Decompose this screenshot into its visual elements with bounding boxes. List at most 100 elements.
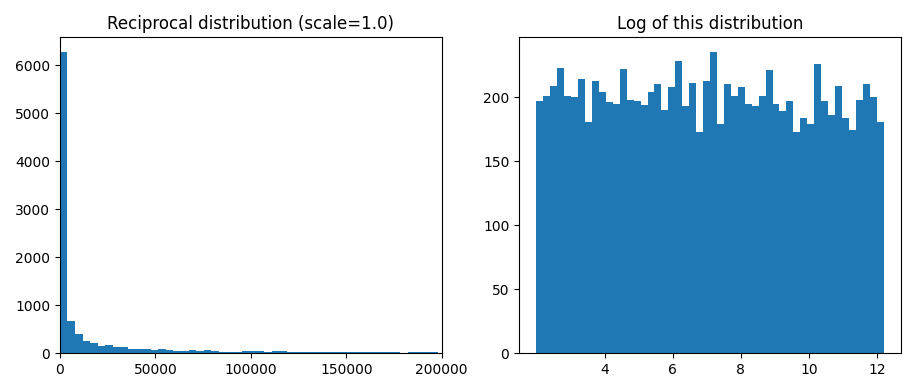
Bar: [196, 351, 203, 353]
Bar: [543, 96, 551, 353]
Bar: [212, 351, 219, 353]
Bar: [703, 80, 710, 353]
Bar: [634, 101, 640, 353]
Bar: [143, 349, 151, 353]
Bar: [82, 341, 90, 353]
Bar: [731, 96, 737, 353]
Bar: [279, 352, 287, 353]
Bar: [90, 343, 98, 353]
Bar: [717, 124, 724, 353]
Bar: [793, 132, 801, 353]
Bar: [640, 105, 648, 353]
Bar: [249, 351, 256, 353]
Bar: [682, 106, 689, 353]
Bar: [325, 352, 333, 353]
Bar: [98, 346, 105, 353]
Bar: [551, 86, 557, 353]
Bar: [151, 350, 158, 353]
Bar: [842, 118, 849, 353]
Bar: [377, 352, 386, 353]
Bar: [877, 122, 884, 353]
Bar: [272, 351, 279, 353]
Bar: [780, 111, 787, 353]
Bar: [60, 53, 68, 353]
Bar: [648, 92, 655, 353]
Bar: [821, 101, 828, 353]
Bar: [592, 80, 599, 353]
Bar: [234, 352, 242, 353]
Bar: [689, 83, 696, 353]
Bar: [393, 352, 400, 353]
Bar: [355, 352, 363, 353]
Title: Reciprocal distribution (scale=1.0): Reciprocal distribution (scale=1.0): [107, 15, 394, 33]
Bar: [105, 345, 113, 353]
Bar: [557, 68, 564, 353]
Bar: [256, 351, 264, 353]
Bar: [675, 61, 682, 353]
Bar: [870, 97, 877, 353]
Bar: [572, 97, 578, 353]
Title: Log of this distribution: Log of this distribution: [616, 15, 803, 33]
Bar: [585, 122, 592, 353]
Bar: [408, 352, 416, 353]
Bar: [772, 103, 780, 353]
Bar: [400, 352, 408, 353]
Bar: [158, 349, 166, 353]
Bar: [333, 352, 340, 353]
Bar: [605, 102, 613, 353]
Bar: [710, 53, 717, 353]
Bar: [423, 352, 431, 353]
Bar: [724, 84, 731, 353]
Bar: [752, 106, 758, 353]
Bar: [295, 352, 302, 353]
Bar: [416, 352, 423, 353]
Bar: [620, 69, 627, 353]
Bar: [537, 101, 543, 353]
Bar: [75, 334, 82, 353]
Bar: [310, 352, 317, 353]
Bar: [189, 350, 196, 353]
Bar: [128, 349, 136, 353]
Bar: [696, 132, 703, 353]
Bar: [386, 352, 393, 353]
Bar: [340, 352, 347, 353]
Bar: [787, 101, 793, 353]
Bar: [801, 118, 807, 353]
Bar: [113, 347, 120, 353]
Bar: [136, 349, 143, 353]
Bar: [287, 352, 295, 353]
Bar: [737, 87, 745, 353]
Bar: [669, 87, 675, 353]
Bar: [120, 347, 128, 353]
Bar: [599, 92, 605, 353]
Bar: [264, 352, 272, 353]
Bar: [242, 351, 249, 353]
Bar: [814, 64, 821, 353]
Bar: [219, 352, 226, 353]
Bar: [627, 100, 634, 353]
Bar: [363, 352, 370, 353]
Bar: [766, 70, 772, 353]
Bar: [655, 84, 661, 353]
Bar: [758, 96, 766, 353]
Bar: [863, 84, 870, 353]
Bar: [431, 352, 439, 353]
Bar: [173, 351, 181, 353]
Bar: [203, 350, 212, 353]
Bar: [226, 352, 234, 353]
Bar: [835, 86, 842, 353]
Bar: [370, 352, 377, 353]
Bar: [856, 100, 863, 353]
Bar: [347, 352, 355, 353]
Bar: [68, 321, 75, 353]
Bar: [849, 131, 856, 353]
Bar: [807, 124, 814, 353]
Bar: [828, 115, 835, 353]
Bar: [302, 352, 310, 353]
Bar: [181, 350, 189, 353]
Bar: [613, 103, 620, 353]
Bar: [661, 110, 669, 353]
Bar: [578, 79, 585, 353]
Bar: [317, 352, 325, 353]
Bar: [745, 103, 752, 353]
